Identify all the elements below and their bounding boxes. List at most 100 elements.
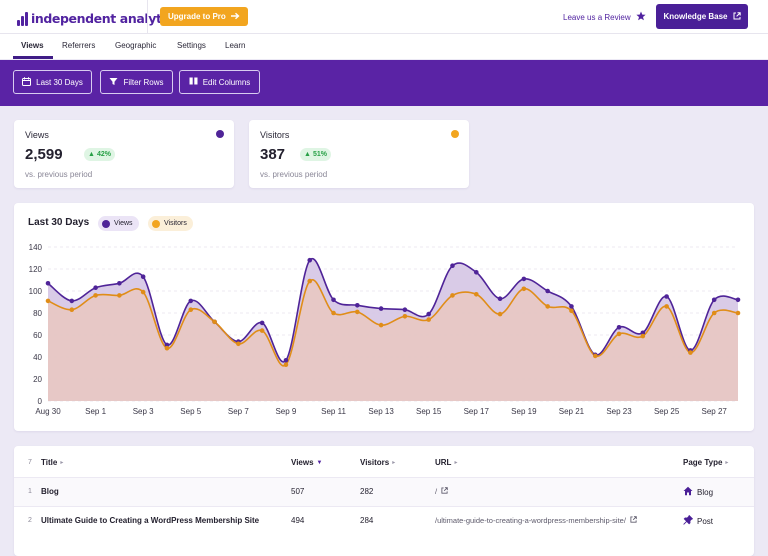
visitors-data-point[interactable] bbox=[616, 331, 622, 337]
table-row[interactable]: 1 Blog 507 282 / Blog bbox=[14, 478, 754, 506]
column-header-title[interactable]: Title ▸ bbox=[41, 458, 63, 467]
visitors-data-point[interactable] bbox=[735, 310, 741, 316]
views-data-point[interactable] bbox=[545, 288, 550, 294]
visitors-data-point[interactable] bbox=[497, 311, 503, 317]
visitors-data-point[interactable] bbox=[355, 309, 360, 315]
legend-visitors[interactable]: Visitors bbox=[148, 216, 193, 231]
views-data-point[interactable] bbox=[735, 297, 741, 303]
legend-views[interactable]: Views bbox=[98, 216, 139, 231]
row-number: 1 bbox=[28, 488, 32, 495]
views-data-point[interactable] bbox=[569, 304, 574, 309]
tab-geographic[interactable]: Geographic bbox=[115, 41, 157, 50]
visitors-data-point[interactable] bbox=[592, 353, 598, 359]
views-data-point[interactable] bbox=[188, 298, 194, 304]
column-header-views[interactable]: Views ▼ bbox=[291, 458, 323, 467]
visitors-data-point[interactable] bbox=[545, 304, 550, 309]
views-data-point[interactable] bbox=[521, 276, 527, 282]
views-data-point[interactable] bbox=[616, 325, 622, 330]
sort-arrow-icon: ▸ bbox=[725, 460, 729, 466]
visitors-data-point[interactable] bbox=[236, 341, 241, 347]
views-data-point[interactable] bbox=[378, 306, 384, 311]
tab-learn[interactable]: Learn bbox=[225, 41, 246, 50]
visitors-data-point[interactable] bbox=[402, 314, 408, 319]
y-tick-label: 120 bbox=[29, 265, 43, 274]
page-type-label: Blog bbox=[697, 487, 714, 497]
url-text: / bbox=[435, 487, 438, 496]
visitors-data-point[interactable] bbox=[711, 310, 717, 316]
views-data-point[interactable] bbox=[93, 285, 98, 290]
logo[interactable]: independent analytics bbox=[17, 8, 180, 26]
views-data-point[interactable] bbox=[473, 270, 479, 275]
page-title[interactable]: Ultimate Guide to Creating a WordPress M… bbox=[41, 516, 260, 525]
visitors-data-point[interactable] bbox=[473, 292, 479, 297]
y-tick-label: 20 bbox=[33, 375, 42, 384]
views-data-point[interactable] bbox=[307, 257, 313, 263]
visitors-data-point[interactable] bbox=[259, 328, 265, 333]
filter-rows-button[interactable]: Filter Rows bbox=[100, 70, 173, 94]
visitors-data-point[interactable] bbox=[45, 298, 51, 304]
chart-card: Last 30 Days Views Visitors 0 20 40 60 80 100… bbox=[14, 203, 754, 431]
visitors-data-point[interactable] bbox=[688, 350, 693, 355]
page-url-link[interactable]: /ultimate-guide-to-creating-a-wordpress-… bbox=[435, 516, 637, 525]
views-data-point[interactable] bbox=[331, 297, 336, 303]
upgrade-label: Upgrade to Pro bbox=[168, 12, 226, 21]
review-link[interactable]: Leave us a Review bbox=[563, 11, 646, 23]
page-url-link[interactable]: / bbox=[435, 487, 448, 496]
visitors-value: 282 bbox=[360, 487, 374, 496]
visitors-data-point[interactable] bbox=[188, 307, 194, 312]
visitors-data-point[interactable] bbox=[283, 362, 289, 367]
views-data-point[interactable] bbox=[497, 296, 503, 301]
views-data-point[interactable] bbox=[640, 330, 646, 336]
tab-referrers[interactable]: Referrers bbox=[62, 41, 96, 50]
visitors-data-point[interactable] bbox=[69, 307, 75, 312]
views-data-point[interactable] bbox=[426, 311, 431, 317]
visitors-data-point[interactable] bbox=[450, 293, 455, 298]
edit-columns-button[interactable]: Edit Columns bbox=[179, 70, 260, 94]
date-range-button[interactable]: Last 30 Days bbox=[13, 70, 92, 94]
visitors-data-point[interactable] bbox=[664, 304, 669, 309]
column-header-visitors[interactable]: Visitors ▸ bbox=[360, 458, 395, 467]
views-data-point[interactable] bbox=[259, 320, 265, 326]
visitors-data-point[interactable] bbox=[140, 289, 146, 295]
visitors-data-point[interactable] bbox=[164, 345, 170, 351]
views-stat-card: Views 2,599 ▲ 42% vs. previous period bbox=[14, 120, 234, 188]
views-data-point[interactable] bbox=[450, 263, 455, 268]
columns-icon bbox=[189, 77, 198, 87]
views-data-point[interactable] bbox=[45, 281, 51, 286]
views-data-point[interactable] bbox=[711, 297, 717, 303]
change-badge: ▲ 51% bbox=[300, 148, 331, 161]
upgrade-button[interactable]: Upgrade to Pro bbox=[160, 7, 248, 26]
page-title[interactable]: Blog bbox=[41, 487, 59, 496]
knowledge-base-button[interactable]: Knowledge Base bbox=[656, 4, 748, 29]
column-header-url[interactable]: URL ▸ bbox=[435, 458, 457, 467]
header-label: Visitors bbox=[360, 458, 390, 467]
visitors-data-point[interactable] bbox=[331, 310, 336, 316]
visitors-data-point[interactable] bbox=[93, 293, 98, 298]
views-data-point[interactable] bbox=[664, 294, 669, 299]
visitors-data-point[interactable] bbox=[569, 308, 574, 314]
views-data-point[interactable] bbox=[69, 298, 75, 304]
table-row[interactable]: 2 Ultimate Guide to Creating a WordPress… bbox=[14, 507, 754, 535]
views-data-point[interactable] bbox=[402, 307, 408, 312]
views-data-point[interactable] bbox=[164, 342, 170, 348]
change-badge: ▲ 42% bbox=[84, 148, 115, 161]
visitors-data-point[interactable] bbox=[640, 333, 646, 339]
sort-arrow-icon: ▸ bbox=[392, 460, 396, 466]
views-data-point[interactable] bbox=[355, 303, 360, 308]
tab-settings[interactable]: Settings bbox=[177, 41, 206, 50]
views-data-point[interactable] bbox=[283, 358, 289, 363]
tab-views[interactable]: Views bbox=[21, 41, 44, 50]
y-tick-label: 140 bbox=[29, 243, 43, 252]
visitors-data-point[interactable] bbox=[212, 319, 217, 325]
views-data-point[interactable] bbox=[117, 281, 122, 286]
visitors-data-point[interactable] bbox=[426, 317, 431, 322]
visitors-data-point[interactable] bbox=[117, 293, 122, 298]
visitors-data-point[interactable] bbox=[521, 286, 527, 292]
top-bar: independent analytics Upgrade to Pro Lea… bbox=[0, 0, 768, 34]
visitors-data-point[interactable] bbox=[378, 322, 384, 328]
views-data-point[interactable] bbox=[140, 274, 146, 279]
y-tick-label: 0 bbox=[38, 397, 43, 406]
visitors-data-point[interactable] bbox=[307, 278, 313, 284]
external-link-icon bbox=[733, 11, 741, 22]
column-header-page-type[interactable]: Page Type ▸ bbox=[683, 458, 728, 467]
